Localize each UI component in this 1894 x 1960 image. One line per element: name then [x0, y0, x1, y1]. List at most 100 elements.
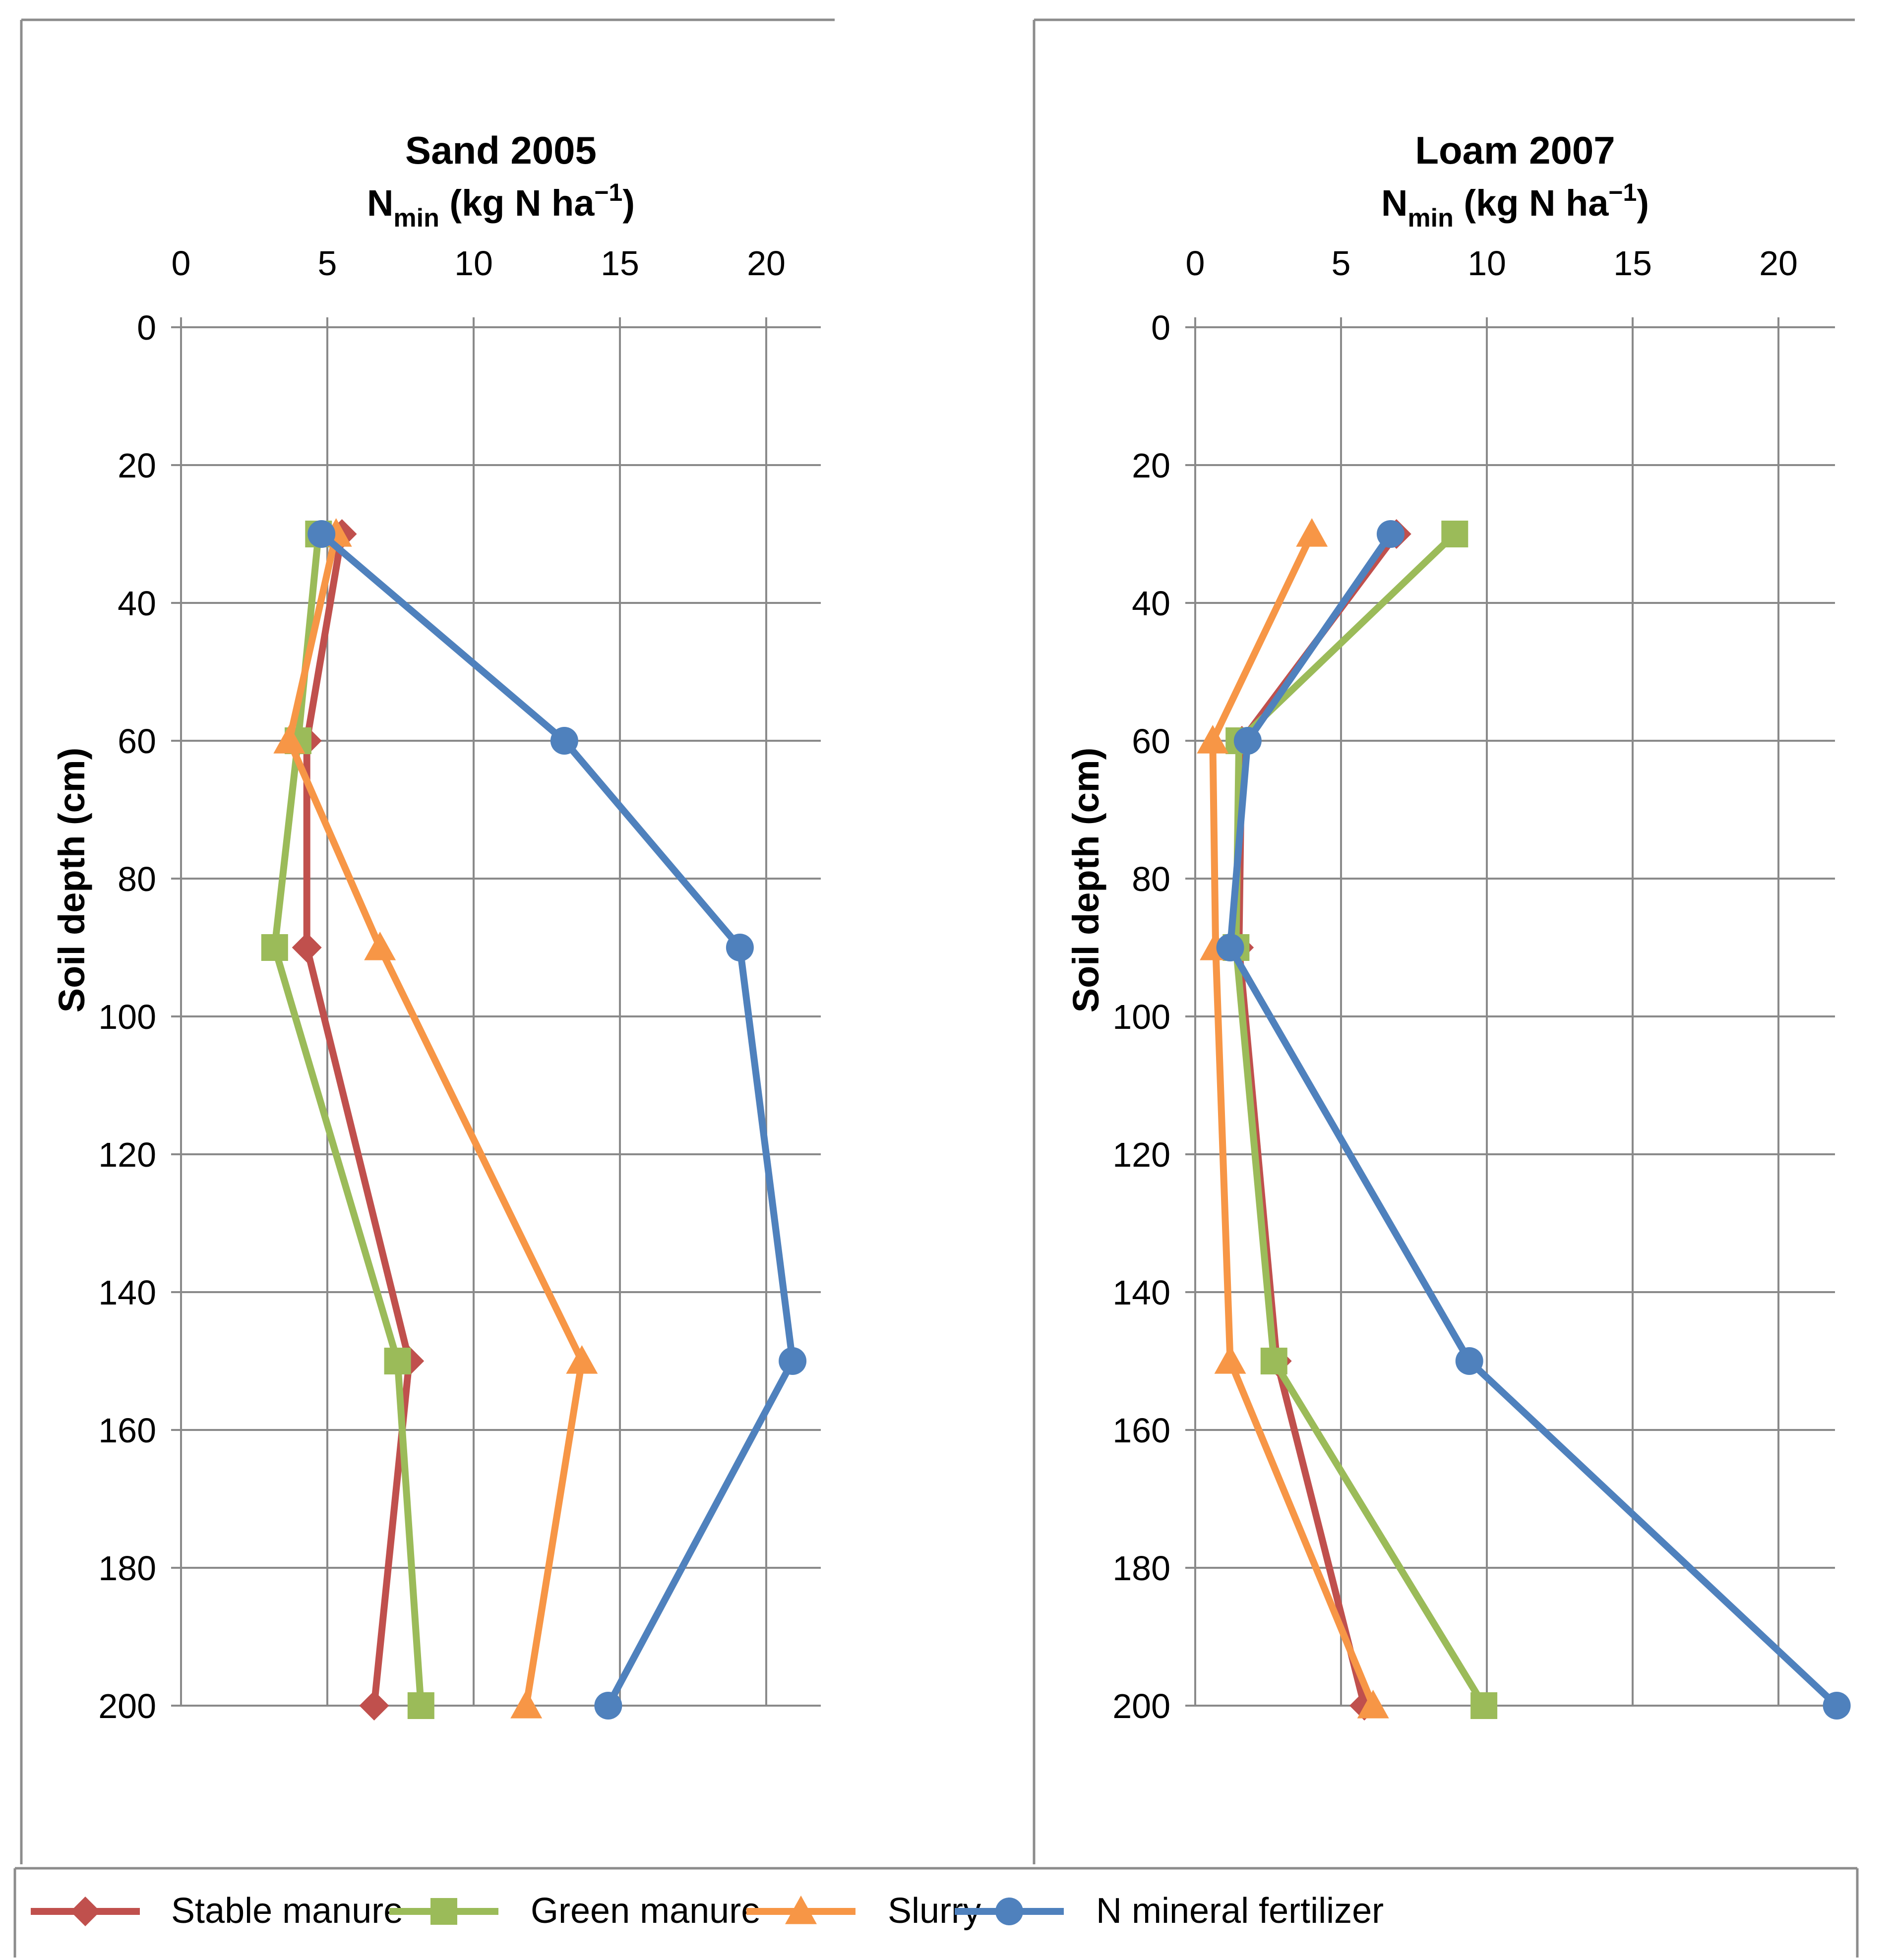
y-tick-label: 140 [98, 1273, 156, 1312]
x-tick-label: 0 [172, 244, 191, 283]
legend-marker-slurry [746, 1896, 855, 1924]
y-tick-label: 40 [118, 584, 156, 623]
data-point-green-manure [1441, 521, 1468, 547]
legend-marker-shape [785, 1896, 817, 1924]
data-point-green-manure [1470, 1692, 1498, 1719]
x-tick-label: 15 [1613, 244, 1652, 283]
legend-item-stable-manure[interactable]: Stable manure [31, 1891, 403, 1931]
series-n-mineral-fertilizer [1216, 520, 1851, 1720]
y-tick-label: 100 [98, 998, 156, 1036]
x-tick-label: 10 [454, 244, 493, 283]
data-point-n-mineral-fertilizer [1216, 934, 1244, 961]
y-tick-label: 180 [1112, 1549, 1170, 1588]
series-stable-manure [292, 519, 425, 1721]
data-point-n-mineral-fertilizer [307, 520, 336, 548]
x-axis-title-sup: −1 [594, 178, 622, 206]
data-point-green-manure [384, 1348, 411, 1374]
data-point-green-manure [261, 934, 288, 961]
legend: Stable manure Green manure Slurry N mine… [31, 1891, 1384, 1931]
y-tick-label: 200 [1112, 1687, 1170, 1725]
legend-frame [13, 1867, 1859, 1958]
y-tick-labels: 0 20 40 60 80 100 120 140 160 180 200 [98, 308, 156, 1725]
y-axis-title: Soil depth (cm) [51, 748, 92, 1012]
data-point-slurry [364, 932, 396, 960]
chart-title: Sand 2005 [405, 128, 597, 172]
data-point-n-mineral-fertilizer [1233, 727, 1262, 755]
chart-sand-2005: Sand 2005 Nmin (kg N ha−1) Soil depth (c… [51, 128, 821, 1725]
y-tick-label: 100 [1112, 998, 1170, 1036]
y-tick-label: 20 [1132, 446, 1170, 485]
x-axis-title-base: N [1381, 182, 1407, 224]
y-tick-label: 140 [1112, 1273, 1170, 1312]
series-green-manure [1222, 521, 1498, 1719]
legend-marker-shape [70, 1897, 100, 1926]
chart-title: Loam 2007 [1415, 128, 1615, 172]
y-tick-label: 160 [1112, 1411, 1170, 1450]
series-line-slurry [286, 533, 586, 1707]
y-tick-label: 120 [98, 1135, 156, 1174]
legend-marker-green-manure [389, 1898, 498, 1925]
gridlines [1185, 317, 1835, 1707]
data-point-n-mineral-fertilizer [594, 1692, 622, 1720]
data-point-green-manure [407, 1692, 434, 1719]
legend-marker-stable-manure [31, 1897, 140, 1926]
data-point-n-mineral-fertilizer [779, 1347, 807, 1375]
data-point-slurry [1214, 1345, 1246, 1374]
data-point-slurry [1296, 518, 1328, 547]
data-point-n-mineral-fertilizer [1455, 1347, 1483, 1375]
y-tick-label: 200 [98, 1687, 156, 1725]
y-tick-label: 160 [98, 1411, 156, 1450]
y-tick-label: 80 [1132, 860, 1170, 898]
y-tick-label: 60 [118, 722, 156, 761]
data-point-n-mineral-fertilizer [1823, 1692, 1851, 1720]
y-tick-label: 80 [118, 860, 156, 898]
legend-label-n-mineral-fertilizer: N mineral fertilizer [1096, 1891, 1384, 1931]
data-point-n-mineral-fertilizer [1376, 520, 1405, 548]
x-tick-label: 5 [1332, 244, 1351, 283]
x-axis-title-close: ) [622, 182, 635, 224]
series-n-mineral-fertilizer [307, 520, 807, 1720]
data-point-slurry [510, 1690, 543, 1719]
data-point-stable-manure [292, 933, 322, 962]
x-tick-labels: 0 5 10 15 20 [1186, 244, 1798, 283]
legend-label-green-manure: Green manure [531, 1891, 761, 1931]
legend-marker-shape [995, 1898, 1023, 1925]
x-axis-title-sub: min [393, 204, 439, 233]
y-axis-title: Soil depth (cm) [1065, 748, 1106, 1012]
data-point-slurry [1197, 725, 1229, 754]
data-point-slurry [566, 1345, 598, 1374]
x-axis-title-close: ) [1637, 182, 1649, 224]
y-tick-label: 40 [1132, 584, 1170, 623]
x-axis-title-rest: (kg N ha [1454, 182, 1609, 224]
y-tick-label: 0 [137, 308, 156, 347]
data-point-n-mineral-fertilizer [550, 727, 578, 755]
x-tick-label: 15 [601, 244, 639, 283]
legend-item-n-mineral-fertilizer[interactable]: N mineral fertilizer [955, 1891, 1384, 1931]
x-tick-label: 20 [747, 244, 786, 283]
x-tick-label: 0 [1186, 244, 1205, 283]
data-point-stable-manure [359, 1691, 389, 1721]
x-axis-title-base: N [367, 182, 393, 224]
x-axis-title-sub: min [1407, 204, 1453, 233]
x-tick-label: 20 [1759, 244, 1798, 283]
chart-loam-2007: Loam 2007 Nmin (kg N ha−1) Soil depth (c… [1065, 128, 1851, 1725]
series-slurry [273, 518, 598, 1719]
x-axis-title-sup: −1 [1608, 178, 1637, 206]
y-tick-label: 120 [1112, 1135, 1170, 1174]
legend-item-slurry[interactable]: Slurry [746, 1891, 981, 1931]
series-group [261, 518, 807, 1721]
legend-item-green-manure[interactable]: Green manure [389, 1891, 761, 1931]
data-point-slurry [1357, 1690, 1389, 1719]
legend-marker-shape [430, 1898, 457, 1925]
panel-frame-right [1033, 18, 1855, 1864]
data-point-green-manure [1260, 1348, 1287, 1374]
series-line-slurry [1209, 532, 1377, 1707]
x-tick-label: 10 [1467, 244, 1506, 283]
legend-label-stable-manure: Stable manure [171, 1891, 403, 1931]
y-tick-label: 20 [118, 446, 156, 485]
y-tick-label: 0 [1151, 308, 1170, 347]
x-axis-title: Nmin (kg N ha−1) [367, 178, 635, 233]
series-group [1197, 518, 1851, 1721]
